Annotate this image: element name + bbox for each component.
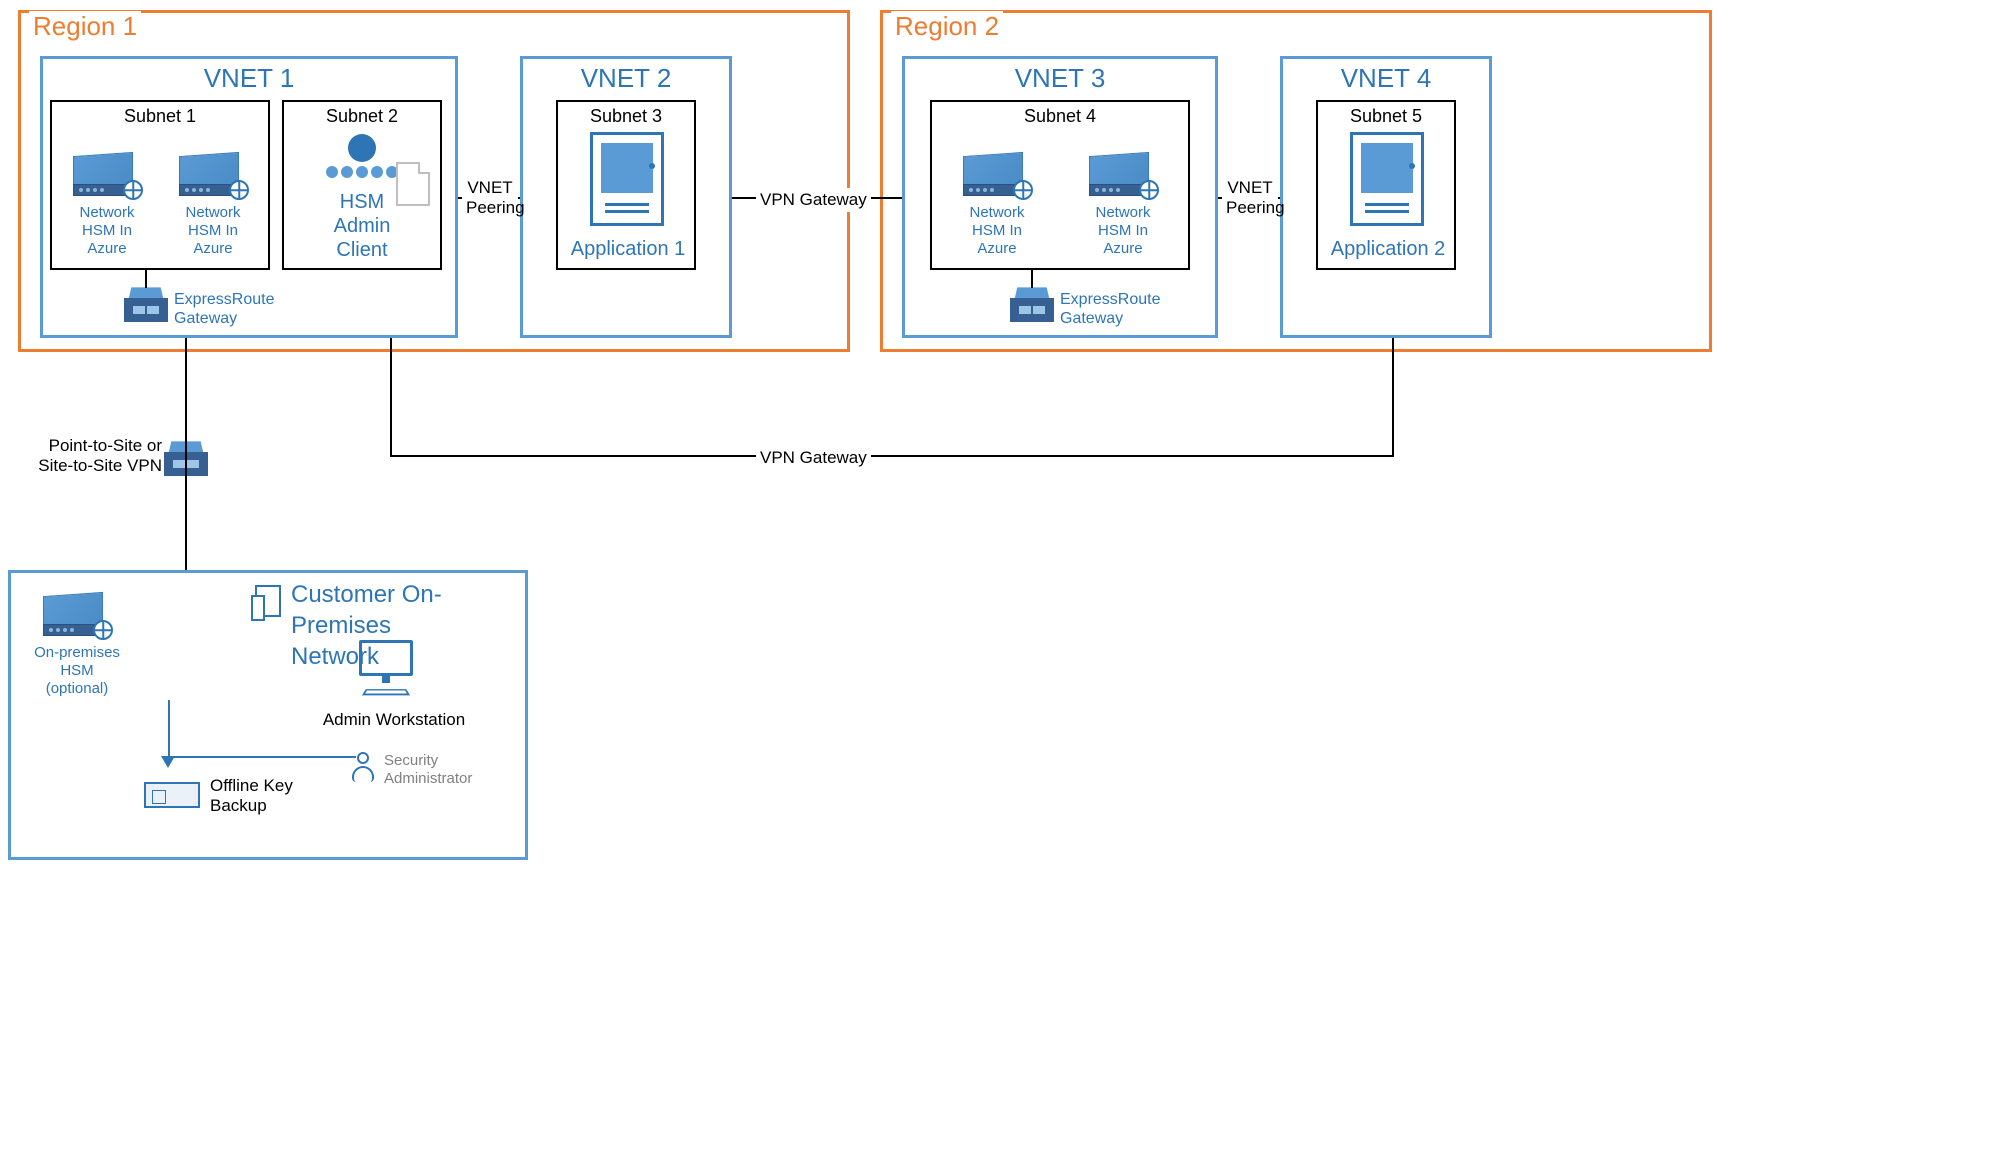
hsm-device-1: Network HSM In Azure — [62, 154, 152, 258]
application-1-label: Application 1 — [568, 238, 688, 261]
hsm-device-2: Network HSM In Azure — [168, 154, 258, 258]
conn-line — [145, 270, 147, 288]
conn-line — [390, 455, 1394, 457]
application-2-label: Application 2 — [1328, 238, 1448, 261]
hsm-icon — [1089, 154, 1157, 198]
subnet-5-label: Subnet 5 — [1318, 106, 1454, 127]
vnet-peering-1-label: VNET Peering — [462, 176, 518, 221]
hsm-icon — [963, 154, 1031, 198]
er-gateway-1-label: ExpressRoute Gateway — [174, 290, 274, 328]
onprem-hsm: On-premises HSM (optional) — [32, 594, 122, 698]
onprem-hsm-label: On-premises HSM (optional) — [32, 644, 122, 698]
arrow-head-icon — [161, 756, 175, 768]
conn-line — [1031, 270, 1033, 288]
expressroute-gateway-1 — [124, 286, 168, 322]
backup-icon — [144, 782, 200, 808]
application-1-icon — [590, 132, 664, 226]
hsm-label: Network HSM In Azure — [952, 204, 1042, 258]
region-2-label: Region 2 — [891, 11, 1003, 42]
vnet-2-label: VNET 2 — [523, 63, 729, 94]
vpn-gateway-1-label: VPN Gateway — [756, 188, 871, 212]
hsm-device-3: Network HSM In Azure — [952, 154, 1042, 258]
subnet-3-label: Subnet 3 — [558, 106, 694, 127]
subnet-4-label: Subnet 4 — [932, 106, 1188, 127]
backup-label: Offline Key Backup — [210, 776, 310, 817]
vnet-4-label: VNET 4 — [1283, 63, 1489, 94]
vnet-1-label: VNET 1 — [43, 63, 455, 94]
security-admin-label: Security Administrator — [384, 752, 494, 788]
hsm-admin-client: HSM Admin Client — [312, 134, 412, 262]
vpn-gateway-2-label: VPN Gateway — [756, 446, 871, 470]
vnet-peering-2-label: VNET Peering — [1222, 176, 1278, 221]
subnet-1-label: Subnet 1 — [52, 106, 268, 127]
hsm-icon — [179, 154, 247, 198]
hsm-device-4: Network HSM In Azure — [1078, 154, 1168, 258]
workstation-icon — [356, 640, 416, 696]
document-icon — [396, 162, 430, 206]
arrow-line — [168, 700, 356, 758]
vnet-3-label: VNET 3 — [905, 63, 1215, 94]
hsm-label: Network HSM In Azure — [62, 204, 152, 258]
hsm-icon — [73, 154, 141, 198]
vpn-p2s-label: Point-to-Site or Site-to-Site VPN — [18, 436, 162, 477]
gateway-icon — [1010, 286, 1054, 322]
gateway-icon — [124, 286, 168, 322]
application-2-icon — [1350, 132, 1424, 226]
conn-line — [390, 338, 392, 456]
building-icon — [255, 585, 281, 617]
conn-line — [185, 338, 187, 570]
cluster-icon — [348, 134, 376, 162]
subnet-2-label: Subnet 2 — [284, 106, 440, 127]
er-gateway-2-label: ExpressRoute Gateway — [1060, 290, 1160, 328]
hsm-label: Network HSM In Azure — [1078, 204, 1168, 258]
expressroute-gateway-2 — [1010, 286, 1054, 322]
conn-line — [1392, 338, 1394, 456]
hsm-label: Network HSM In Azure — [168, 204, 258, 258]
region-1-label: Region 1 — [29, 11, 141, 42]
hsm-icon — [43, 594, 111, 638]
